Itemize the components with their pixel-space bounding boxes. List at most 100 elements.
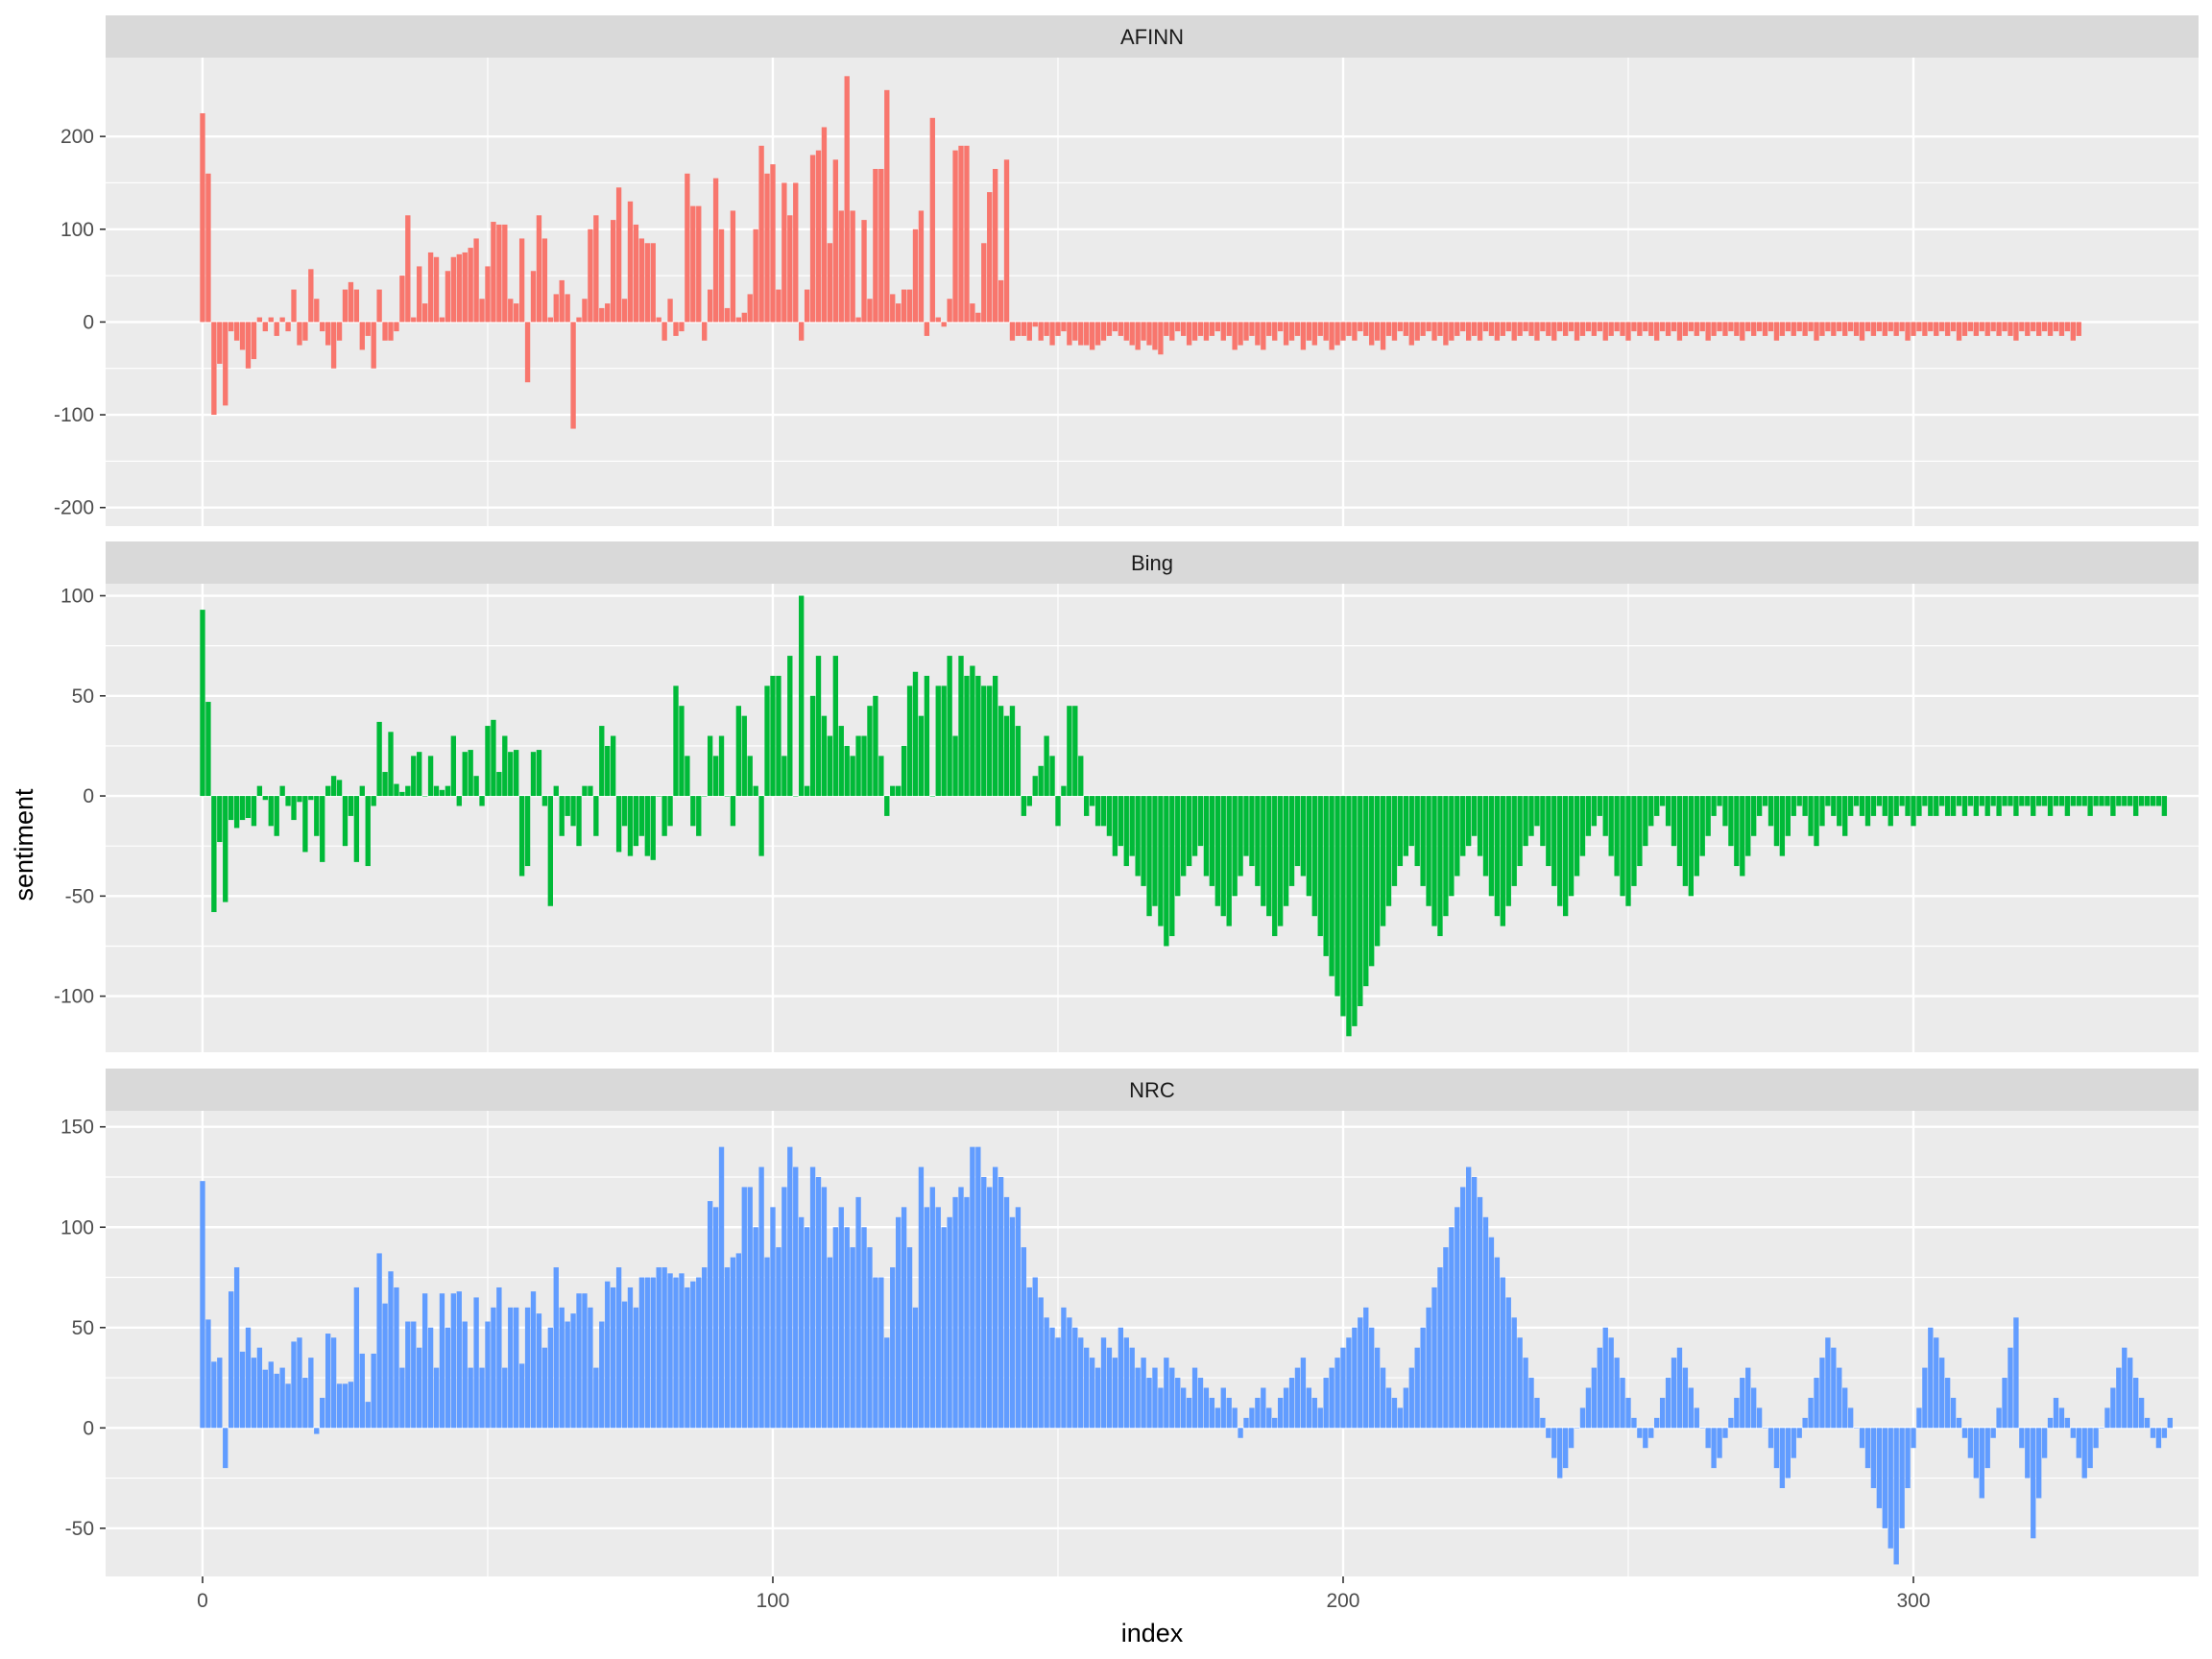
bar [1853,796,1860,806]
bar [2150,1428,2156,1438]
bar [1694,1407,1699,1429]
bar [582,299,588,323]
bar [1067,1317,1072,1429]
bar [610,1286,616,1429]
bar [867,706,873,797]
bar [1870,322,1877,336]
bar [1796,322,1802,332]
bar [518,796,525,877]
bar [981,243,987,323]
bar [297,1337,302,1429]
bar [297,322,302,346]
bar [1631,796,1637,886]
bar [1169,1367,1175,1429]
bar [1631,1417,1637,1429]
bar [1397,322,1404,332]
bar [690,205,696,323]
bar [2150,796,2156,806]
bar [1385,322,1392,336]
bar [330,1337,337,1429]
bar [2161,1428,2168,1438]
bar [1123,322,1129,341]
bar [1551,796,1557,886]
bar [445,271,451,323]
bar [1152,322,1158,350]
bar [832,159,838,323]
bar [365,796,371,867]
bar [1352,322,1358,341]
bar [1722,1428,1728,1438]
bar [1272,1417,1278,1429]
bar [450,256,457,323]
bar [1369,322,1375,346]
bar [450,735,457,797]
bar [1614,322,1620,332]
bar [223,1428,228,1469]
bar [1026,322,1032,341]
bar [2110,1387,2116,1429]
bar [685,1286,690,1429]
bar [1266,796,1272,917]
bar [1916,796,1922,816]
bar [1100,322,1107,341]
bar [1249,322,1255,336]
bar [1123,796,1129,867]
bar [541,238,548,323]
bar [353,796,360,862]
bar [228,1291,234,1429]
bar [233,796,240,829]
bar [1893,796,1899,816]
bar [1756,1407,1763,1429]
bar [1500,322,1505,336]
bar [599,307,605,323]
bar [2099,1428,2104,1429]
bar [781,1187,787,1429]
bar [1802,1417,1808,1429]
bar [1762,322,1768,336]
bar [1887,1428,1893,1549]
bar [1175,796,1181,897]
bar [427,1327,434,1429]
bar [1950,796,1957,816]
bar [1608,796,1614,856]
bar [394,322,399,332]
bar [707,289,713,323]
bar [1084,1347,1090,1429]
bar [353,289,360,323]
bar [1261,1387,1266,1429]
bar [1449,1227,1455,1429]
bar [2053,322,2059,332]
bar [1859,796,1865,816]
bar [1408,1367,1414,1429]
bar [735,706,742,797]
bar [1078,1337,1084,1429]
bar [770,1207,776,1429]
bar [1659,322,1666,332]
bar [1643,1428,1648,1449]
bar [1814,322,1819,341]
bar [530,1291,537,1429]
x-tick-label: 100 [756,1590,789,1612]
bar [1049,756,1055,797]
bar [491,719,496,797]
bar [1288,796,1295,886]
bar [633,1307,639,1429]
bar [1455,1207,1460,1429]
bar [1876,796,1883,806]
bar [302,796,308,853]
bar [1791,1428,1796,1458]
bar [1300,796,1307,877]
bar [496,772,502,797]
bar [1956,1417,1962,1429]
bar [359,1353,365,1429]
bar [1272,796,1278,937]
bar-series-bing [200,595,2168,1037]
bar [2036,796,2042,806]
bar [1837,796,1842,827]
bar [1859,1428,1865,1449]
bar [479,1367,485,1429]
x-axis-title: index [1121,1619,1184,1647]
bar [2002,1378,2008,1429]
bar [1226,322,1232,336]
bar [1722,796,1728,827]
